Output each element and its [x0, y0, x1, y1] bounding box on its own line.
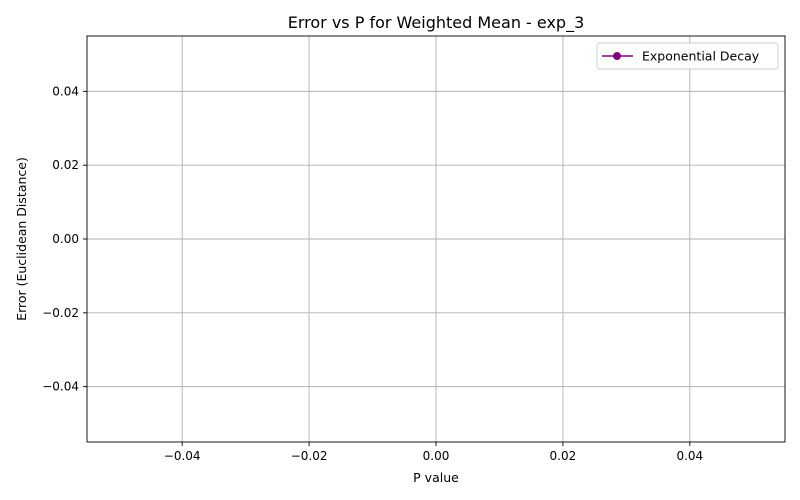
legend-marker-swatch	[613, 52, 621, 60]
legend-label: Exponential Decay	[642, 49, 760, 64]
x-tick-label: 0.02	[550, 449, 577, 463]
y-tick-label: −0.02	[42, 306, 79, 320]
x-tick-label: −0.02	[291, 449, 328, 463]
y-tick-label: 0.00	[52, 232, 79, 246]
x-tick-label: −0.04	[164, 449, 201, 463]
y-tick-label: 0.04	[52, 84, 79, 98]
chart-title: Error vs P for Weighted Mean - exp_3	[288, 13, 585, 33]
legend-box	[596, 42, 779, 70]
x-tick-label: 0.00	[423, 449, 450, 463]
y-axis-label: Error (Euclidean Distance)	[14, 157, 29, 321]
y-tick-label: −0.04	[42, 380, 79, 394]
x-axis-label: P value	[413, 470, 459, 485]
grid	[87, 36, 785, 442]
legend: Exponential Decay	[596, 42, 779, 70]
x-axis: −0.04 −0.02 0.00 0.02 0.04	[164, 442, 703, 463]
x-tick-label: 0.04	[676, 449, 703, 463]
y-axis: −0.04 −0.02 0.00 0.02 0.04	[42, 84, 87, 394]
y-tick-label: 0.02	[52, 158, 79, 172]
